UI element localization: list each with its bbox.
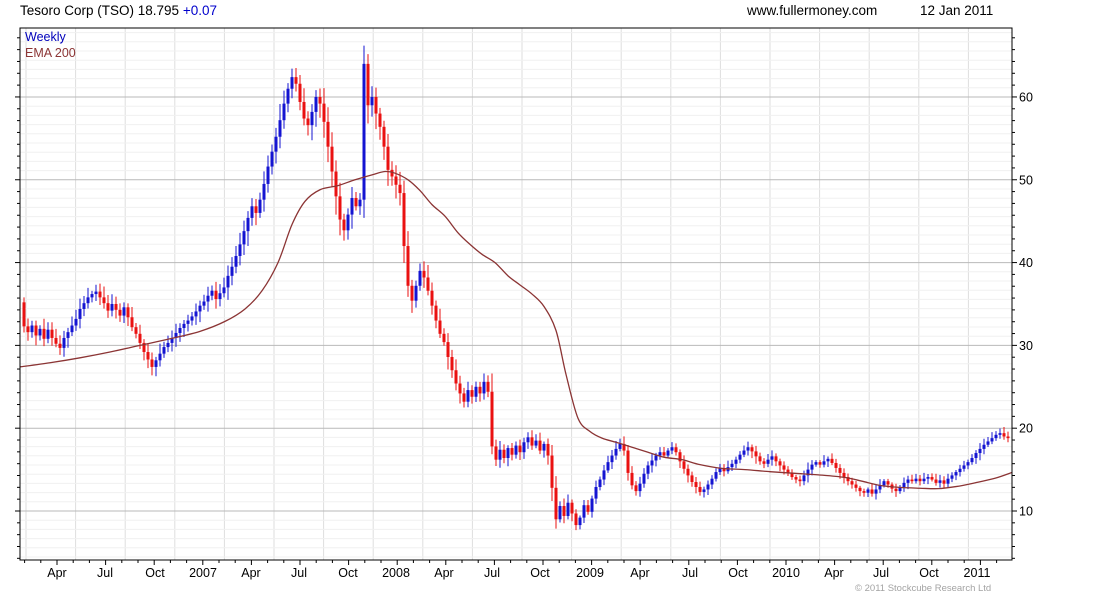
- svg-text:2008: 2008: [382, 566, 410, 580]
- website-text: www.fullermoney.com: [747, 3, 878, 18]
- svg-text:Apr: Apr: [241, 566, 260, 580]
- axis-label-layer: 10 20 30 40 50 60 Apr Jul Oct 2007 Apr Jul Oct 2008 Ap…: [47, 91, 1033, 581]
- tick-layer: [15, 37, 1017, 565]
- svg-text:2011: 2011: [964, 566, 991, 580]
- svg-text:Apr: Apr: [824, 566, 843, 580]
- candlestick-layer: [22, 45, 1010, 531]
- svg-text:60: 60: [1019, 91, 1033, 105]
- copyright-text: © 2011 Stockcube Research Ltd: [855, 583, 992, 594]
- instrument-title: Tesoro Corp (TSO) 18.795 +0.07: [20, 3, 217, 18]
- legend-ema-200: EMA 200: [25, 46, 76, 60]
- svg-text:30: 30: [1019, 339, 1033, 353]
- svg-text:2010: 2010: [772, 566, 800, 580]
- svg-text:50: 50: [1019, 173, 1033, 187]
- svg-text:2009: 2009: [576, 566, 604, 580]
- svg-text:10: 10: [1019, 505, 1033, 519]
- svg-text:Jul: Jul: [291, 566, 307, 580]
- svg-text:2007: 2007: [189, 566, 217, 580]
- svg-text:Oct: Oct: [919, 566, 939, 580]
- svg-text:Jul: Jul: [873, 566, 889, 580]
- svg-text:Jul: Jul: [682, 566, 698, 580]
- svg-text:Apr: Apr: [630, 566, 649, 580]
- svg-text:Oct: Oct: [728, 566, 748, 580]
- svg-text:20: 20: [1019, 422, 1033, 436]
- price-change: +0.07: [182, 3, 218, 18]
- legend-weekly: Weekly: [25, 30, 66, 44]
- svg-text:Oct: Oct: [530, 566, 550, 580]
- svg-text:Jul: Jul: [484, 566, 500, 580]
- ema-line-layer: [20, 170, 1012, 490]
- plot-border: [19, 27, 1013, 561]
- svg-text:Oct: Oct: [338, 566, 358, 580]
- grid-layer: [20, 28, 1012, 560]
- svg-text:Apr: Apr: [434, 566, 453, 580]
- chart-date: 12 Jan 2011: [920, 3, 994, 18]
- instrument-name-price: Tesoro Corp (TSO) 18.795: [20, 3, 180, 18]
- svg-text:Apr: Apr: [47, 566, 66, 580]
- svg-text:Oct: Oct: [145, 566, 165, 580]
- svg-text:40: 40: [1019, 256, 1033, 270]
- svg-text:Jul: Jul: [97, 566, 113, 580]
